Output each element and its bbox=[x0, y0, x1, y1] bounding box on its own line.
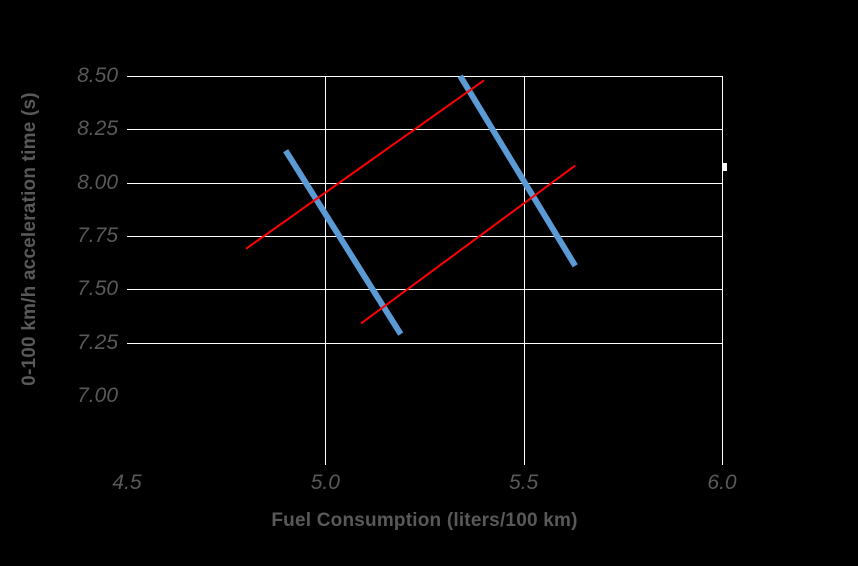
y-axis-tick-labels: 7.00 7.25 7.50 7.75 8.00 8.25 8.50 bbox=[10, 0, 118, 566]
plot-area bbox=[127, 74, 723, 465]
gridline-vertical bbox=[325, 76, 326, 465]
y-tick-label: 7.75 bbox=[77, 224, 118, 247]
series-line-red-segment-2 bbox=[360, 164, 576, 325]
y-tick-label: 8.00 bbox=[77, 170, 118, 194]
series-line-blue-segment-2 bbox=[457, 74, 578, 268]
gridline-horizontal bbox=[127, 129, 722, 130]
y-tick-label: 7.50 bbox=[77, 277, 118, 301]
x-tick-label: 5.5 bbox=[509, 471, 539, 494]
gridline-horizontal bbox=[127, 236, 722, 237]
x-axis-tick-labels: 4.5 5.0 5.5 6.0 bbox=[0, 472, 858, 502]
y-tick-label: 7.25 bbox=[77, 330, 118, 354]
right-axis-tick-mark bbox=[722, 163, 727, 171]
y-tick-label: 8.25 bbox=[77, 117, 118, 141]
x-tick-label: 6.0 bbox=[707, 471, 737, 494]
series-line-red-segment-1 bbox=[245, 79, 485, 250]
gridline-horizontal bbox=[127, 183, 722, 184]
series-lines bbox=[245, 74, 578, 336]
y-tick-label: 7.00 bbox=[77, 384, 118, 407]
x-tick-label: 4.5 bbox=[112, 471, 142, 494]
y-tick-label: 8.50 bbox=[77, 64, 118, 87]
gridline-vertical bbox=[524, 76, 525, 465]
x-tick-label: 5.0 bbox=[310, 471, 340, 494]
gridline-vertical bbox=[722, 76, 723, 465]
gridline-horizontal bbox=[127, 343, 722, 344]
x-axis-title: Fuel Consumption (liters/100 km) bbox=[271, 510, 578, 531]
gridline-horizontal bbox=[127, 76, 722, 77]
y-axis-title: 0-100 km/h acceleration time (s) bbox=[19, 92, 40, 386]
gridline-horizontal bbox=[127, 289, 722, 290]
series-line-blue-segment-1 bbox=[283, 149, 404, 336]
